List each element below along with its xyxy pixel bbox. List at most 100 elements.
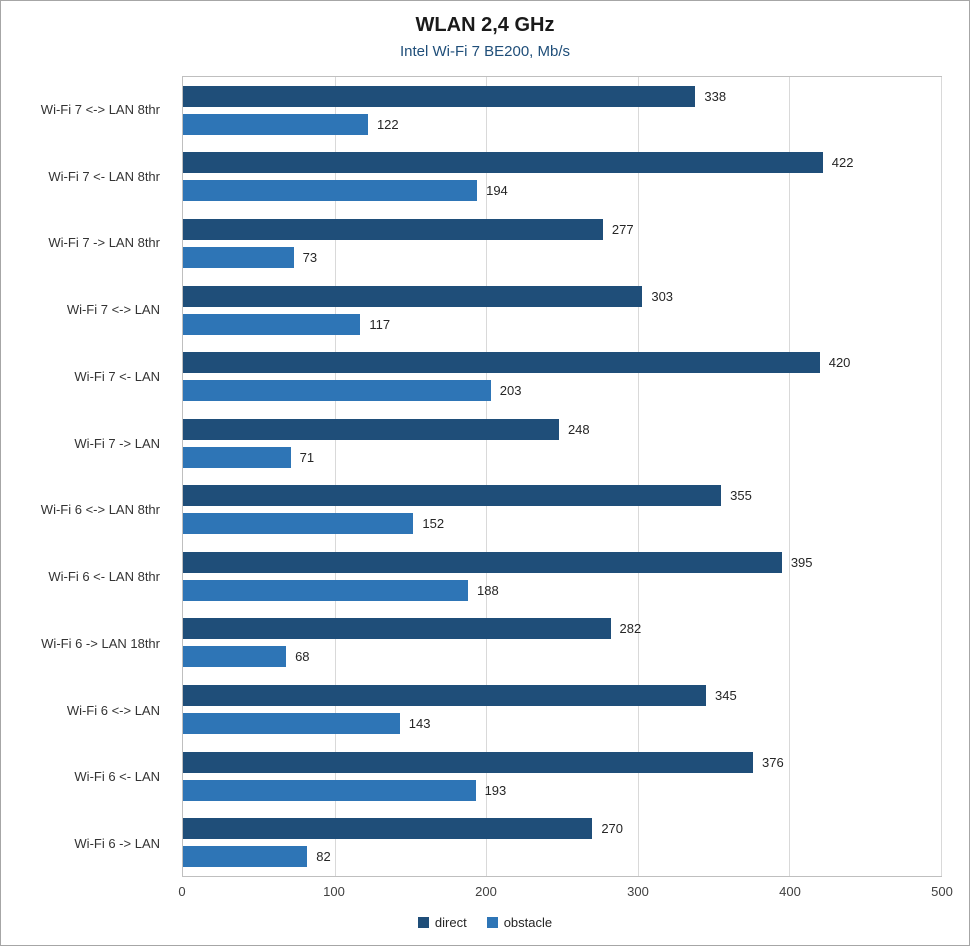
bar-line-direct: 355 bbox=[183, 485, 941, 507]
bar-group: 422 194 bbox=[183, 144, 941, 211]
bar-value-label: 193 bbox=[484, 782, 507, 798]
bar-line-obstacle: 73 bbox=[183, 246, 941, 268]
bar-group: 338 122 bbox=[183, 77, 941, 144]
bar-obstacle bbox=[183, 380, 491, 402]
x-tick-label: 0 bbox=[178, 884, 186, 899]
bar-group: 395 188 bbox=[183, 543, 941, 610]
bar-value-label: 194 bbox=[486, 183, 508, 199]
category-label: Wi-Fi 7 <-> LAN bbox=[66, 302, 160, 318]
bar-value-label: 152 bbox=[422, 516, 445, 532]
bar-direct bbox=[183, 551, 782, 573]
bar-value-label: 338 bbox=[704, 88, 727, 104]
bar-line-obstacle: 194 bbox=[183, 180, 941, 202]
bar-line-obstacle: 68 bbox=[183, 646, 941, 668]
bar-line-direct: 395 bbox=[183, 551, 941, 573]
bar-value-label: 303 bbox=[651, 288, 674, 304]
bar-line-obstacle: 188 bbox=[183, 579, 941, 601]
bar-obstacle bbox=[183, 180, 478, 202]
bar-group: 248 71 bbox=[183, 410, 941, 477]
bar-group: 355 152 bbox=[183, 476, 941, 543]
bar-direct bbox=[183, 285, 643, 307]
bar-direct bbox=[183, 152, 823, 174]
bar-direct bbox=[183, 352, 820, 374]
bar-value-label: 82 bbox=[316, 849, 331, 865]
category-label: Wi-Fi 7 -> LAN bbox=[74, 435, 160, 451]
category-label: Wi-Fi 6 <-> LAN 8thr bbox=[40, 502, 160, 518]
category-label: Wi-Fi 6 -> LAN bbox=[74, 836, 160, 852]
bar-value-label: 68 bbox=[295, 649, 310, 665]
category-axis: Wi-Fi 7 <-> LAN 8thr Wi-Fi 7 <- LAN 8thr W… bbox=[1, 76, 171, 877]
bar-line-direct: 282 bbox=[183, 618, 941, 640]
bar-direct bbox=[183, 618, 611, 640]
bar-direct bbox=[183, 751, 754, 773]
bar-value-label: 420 bbox=[828, 355, 851, 371]
category-label: Wi-Fi 6 -> LAN 18thr bbox=[41, 635, 160, 651]
bar-value-label: 277 bbox=[611, 221, 634, 237]
bar-line-direct: 277 bbox=[183, 218, 941, 240]
bar-value-label: 188 bbox=[477, 582, 499, 598]
plot-area: 338 122 422 194 277 73 303 117 420 203 248 71 355 152… bbox=[182, 76, 942, 877]
bar-group: 282 68 bbox=[183, 610, 941, 677]
bar-obstacle bbox=[183, 246, 294, 268]
bar-rows: 338 122 422 194 277 73 303 117 420 203 248 71 355 152… bbox=[183, 77, 941, 876]
category-label: Wi-Fi 7 <-> LAN 8thr bbox=[40, 101, 160, 117]
chart-subtitle: Intel Wi-Fi 7 BE200, Mb/s bbox=[399, 43, 571, 60]
bar-obstacle bbox=[183, 513, 414, 535]
bar-value-label: 203 bbox=[499, 383, 522, 399]
bar-value-label: 71 bbox=[299, 449, 315, 465]
bar-direct bbox=[183, 218, 603, 240]
bar-line-direct: 345 bbox=[183, 684, 941, 706]
bar-value-label: 282 bbox=[619, 621, 642, 637]
bar-obstacle bbox=[183, 579, 468, 601]
bar-line-direct: 248 bbox=[183, 418, 941, 440]
category-label: Wi-Fi 6 <- LAN 8thr bbox=[48, 569, 160, 585]
bar-value-label: 248 bbox=[567, 421, 590, 437]
bar-obstacle bbox=[183, 646, 287, 668]
bar-direct bbox=[183, 485, 722, 507]
bar-group: 345 143 bbox=[183, 676, 941, 743]
bar-value-label: 122 bbox=[376, 116, 399, 132]
bar-value-label: 422 bbox=[831, 155, 854, 171]
bar-line-obstacle: 143 bbox=[183, 712, 941, 734]
bar-group: 277 73 bbox=[183, 210, 941, 277]
bar-line-direct: 303 bbox=[183, 285, 941, 307]
bar-direct bbox=[183, 818, 593, 840]
gridline bbox=[789, 77, 791, 876]
bar-line-obstacle: 82 bbox=[183, 846, 941, 868]
gridline bbox=[486, 77, 488, 876]
bar-value-label: 345 bbox=[715, 687, 737, 703]
bar-line-obstacle: 117 bbox=[183, 313, 941, 335]
bar-line-direct: 420 bbox=[183, 352, 941, 374]
bar-direct bbox=[183, 418, 559, 440]
bar-value-label: 117 bbox=[369, 316, 391, 332]
category-label: Wi-Fi 6 <- LAN bbox=[74, 769, 160, 785]
legend: direct obstacle bbox=[1, 915, 969, 930]
chart-title: WLAN 2,4 GHz bbox=[415, 14, 555, 36]
bar-line-obstacle: 203 bbox=[183, 380, 941, 402]
bar-line-obstacle: 193 bbox=[183, 779, 941, 801]
x-tick-label: 500 bbox=[931, 884, 953, 899]
bar-obstacle bbox=[183, 446, 291, 468]
x-tick-label: 100 bbox=[323, 884, 345, 899]
bar-direct bbox=[183, 684, 707, 706]
bar-value-label: 395 bbox=[790, 554, 813, 570]
bar-obstacle bbox=[183, 113, 368, 135]
bar-line-direct: 422 bbox=[183, 152, 941, 174]
x-tick-label: 400 bbox=[779, 884, 801, 899]
category-label: Wi-Fi 7 <- LAN 8thr bbox=[48, 168, 160, 184]
bar-value-label: 376 bbox=[762, 754, 784, 770]
bar-line-direct: 338 bbox=[183, 85, 941, 107]
x-tick-label: 200 bbox=[475, 884, 497, 899]
bar-group: 303 117 bbox=[183, 277, 941, 344]
bar-direct bbox=[183, 85, 696, 107]
bar-value-label: 143 bbox=[408, 715, 431, 731]
bar-group: 420 203 bbox=[183, 343, 941, 410]
gridline bbox=[941, 77, 942, 876]
bar-line-obstacle: 152 bbox=[183, 513, 941, 535]
bar-value-label: 270 bbox=[601, 821, 624, 837]
legend-label-direct: direct bbox=[434, 915, 467, 930]
bar-obstacle bbox=[183, 313, 361, 335]
bar-obstacle bbox=[183, 779, 476, 801]
bar-value-label: 73 bbox=[302, 249, 318, 265]
